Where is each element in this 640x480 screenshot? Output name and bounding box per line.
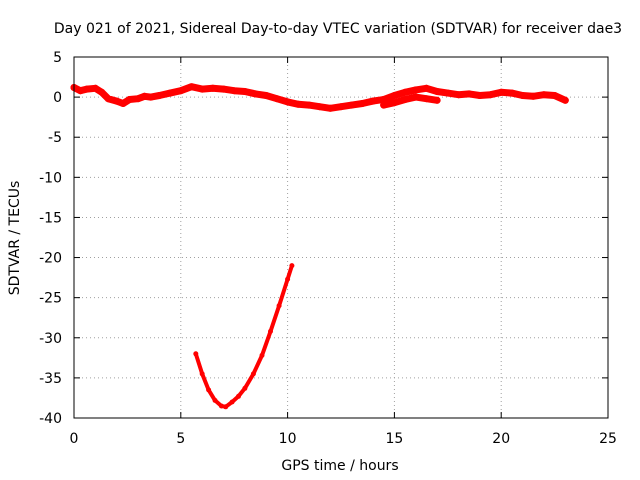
data-point — [412, 93, 420, 101]
data-point — [390, 99, 398, 107]
data-point — [230, 87, 238, 95]
data-point — [337, 103, 345, 111]
data-point — [76, 87, 84, 95]
series-line-dip — [193, 263, 294, 409]
data-point — [223, 404, 229, 410]
y-tick-label: -40 — [39, 411, 62, 427]
data-series — [70, 83, 569, 410]
axis-ticks: 0 5 10 15 20 25 5 0 -5 -10 -15 -20 -25 -30 -35 -40 — [39, 50, 617, 447]
data-point — [218, 403, 224, 409]
data-point — [326, 104, 334, 112]
data-point — [134, 95, 142, 103]
grid — [74, 57, 608, 418]
data-point — [487, 91, 494, 99]
data-point — [250, 371, 256, 377]
data-point — [465, 90, 473, 98]
data-point — [141, 92, 148, 100]
data-point — [273, 95, 281, 103]
data-point — [433, 88, 441, 95]
data-point — [508, 89, 516, 97]
x-tick-label: 0 — [70, 431, 79, 447]
data-point — [91, 84, 99, 92]
data-point — [412, 86, 420, 94]
data-point — [476, 92, 484, 99]
data-point — [289, 263, 295, 269]
data-point — [369, 97, 377, 105]
data-point — [433, 96, 441, 104]
data-point — [147, 93, 155, 101]
data-point — [390, 92, 398, 99]
data-point — [242, 385, 248, 391]
data-point — [193, 351, 199, 357]
data-point — [551, 92, 559, 99]
data-point — [268, 328, 273, 334]
data-point — [206, 387, 212, 393]
y-tick-label: -5 — [48, 130, 62, 146]
data-point — [401, 96, 409, 103]
y-tick-label: -35 — [39, 371, 62, 387]
x-tick-label: 25 — [599, 431, 617, 447]
data-point — [155, 92, 163, 99]
data-point — [305, 101, 313, 109]
data-point — [455, 91, 462, 99]
data-point — [104, 95, 112, 103]
data-point — [119, 100, 127, 107]
y-tick-label: 0 — [53, 90, 62, 106]
data-point — [252, 90, 260, 98]
data-point — [229, 399, 235, 405]
y-tick-label: 5 — [53, 50, 62, 66]
data-point — [212, 397, 218, 403]
data-point — [262, 92, 270, 99]
data-point — [241, 88, 249, 95]
y-tick-label: -25 — [39, 291, 62, 307]
x-tick-label: 5 — [176, 431, 185, 447]
data-point — [540, 91, 548, 99]
data-point — [519, 92, 527, 99]
data-point — [422, 84, 430, 92]
data-point — [316, 103, 324, 111]
data-point — [529, 92, 537, 100]
y-tick-label: -10 — [39, 170, 62, 186]
data-point — [259, 352, 265, 358]
data-point — [113, 97, 121, 105]
data-point — [166, 89, 174, 97]
data-point — [285, 276, 291, 282]
data-point — [236, 393, 241, 399]
data-point — [198, 85, 206, 93]
chart-title: Day 021 of 2021, Sidereal Day-to-day VTE… — [54, 21, 622, 37]
data-point — [276, 303, 282, 309]
x-axis-label: GPS time / hours — [281, 458, 398, 474]
data-point — [199, 371, 205, 377]
data-point — [358, 100, 366, 107]
data-point — [284, 98, 292, 106]
data-point — [220, 85, 227, 93]
data-point — [401, 88, 409, 96]
x-tick-label: 10 — [279, 431, 297, 447]
data-point — [209, 84, 217, 92]
y-tick-label: -15 — [39, 210, 62, 226]
y-tick-label: -30 — [39, 331, 62, 347]
data-point — [83, 85, 91, 93]
plot-frame — [73, 56, 609, 419]
data-point — [177, 87, 185, 95]
x-tick-label: 20 — [492, 431, 510, 447]
data-point — [561, 96, 569, 104]
y-tick-label: -20 — [39, 251, 62, 267]
data-point — [98, 88, 106, 96]
data-point — [444, 89, 452, 97]
y-axis-label: SDTVAR / TECUs — [7, 181, 23, 296]
data-point — [294, 100, 302, 108]
data-point — [126, 96, 133, 103]
data-point — [380, 101, 388, 109]
data-point — [188, 83, 195, 91]
data-point — [497, 88, 505, 96]
data-point — [348, 101, 356, 109]
data-point — [422, 95, 430, 103]
x-tick-label: 15 — [385, 431, 403, 447]
